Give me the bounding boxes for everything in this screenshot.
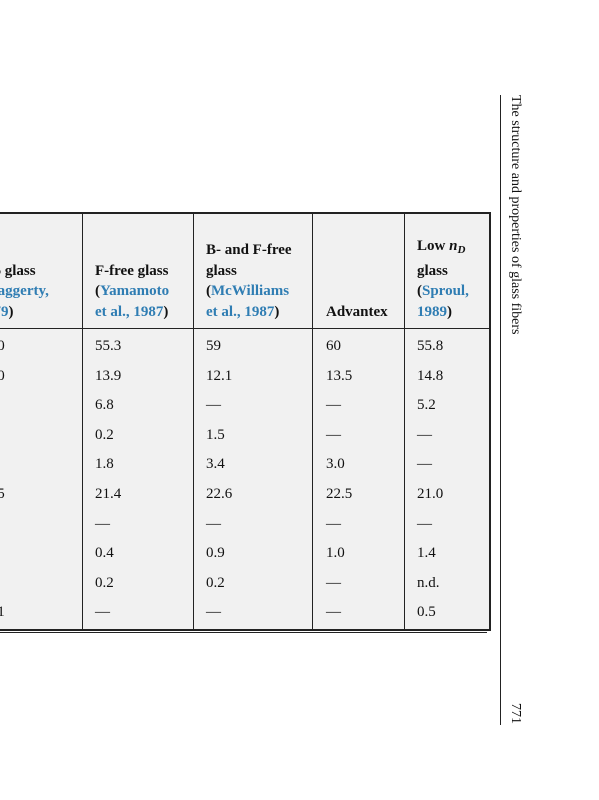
header-cell: B- and F-free glass (McWilliams et al., 198… bbox=[206, 240, 292, 322]
table-cell: 5.2 bbox=[417, 397, 436, 414]
citation-link[interactable]: et al., 1987 bbox=[95, 303, 164, 320]
table-cell: — bbox=[326, 515, 341, 532]
table-cell: — bbox=[326, 397, 341, 414]
table: 16 glassHaggerty,979)F-free glass(Yamamo… bbox=[0, 212, 491, 631]
header-line: Haggerty, bbox=[0, 281, 49, 302]
table-cell: 6.8 bbox=[95, 397, 114, 414]
header-line: glass bbox=[417, 261, 469, 282]
table-cell: 55.8 bbox=[417, 338, 444, 354]
header-text: glass bbox=[206, 262, 237, 279]
column-rule bbox=[193, 214, 194, 629]
header-text: glass bbox=[417, 262, 448, 279]
header-line: et al., 1987) bbox=[95, 302, 169, 323]
table-cell: 0.2 bbox=[95, 426, 114, 443]
header-text: ) bbox=[274, 303, 280, 320]
header-text: B- and F-free bbox=[206, 242, 292, 258]
header-line: Low nD bbox=[417, 236, 469, 261]
table-cell: n.d. bbox=[417, 574, 440, 591]
header-cell: Low nD glass (Sproul, 1989) bbox=[417, 236, 469, 322]
citation-link[interactable]: et al., 1987 bbox=[206, 303, 275, 320]
header-line: Advantex bbox=[326, 302, 388, 323]
table-cell: 3.4 bbox=[206, 456, 225, 473]
header-text: Low bbox=[417, 238, 450, 254]
header-line: 1989) bbox=[417, 302, 469, 323]
table-cell: — bbox=[417, 515, 432, 532]
table-cell: 0.9 bbox=[206, 545, 225, 562]
column-rule bbox=[404, 214, 405, 629]
running-head: The structure and properties of glass fi… bbox=[508, 95, 523, 335]
table-cell: 13.5 bbox=[326, 367, 353, 384]
table-cell: 21.4 bbox=[95, 486, 122, 502]
table-cell: 0.2 bbox=[206, 574, 225, 591]
table-cell: 1.0 bbox=[0, 367, 5, 384]
header-text: Advantex bbox=[326, 303, 388, 320]
table-cell: 22.5 bbox=[326, 486, 353, 502]
column-rule bbox=[312, 214, 313, 629]
table-cell: — bbox=[326, 604, 341, 621]
table-cell: — bbox=[206, 515, 221, 532]
margin-rule bbox=[500, 95, 501, 725]
header-text: ) bbox=[163, 303, 169, 320]
header-cell: Advantex bbox=[326, 302, 388, 323]
table-cell: 8.0 bbox=[0, 338, 5, 354]
citation-link[interactable]: 979 bbox=[0, 303, 9, 320]
table-cell: 1.8 bbox=[95, 456, 114, 473]
citation-link[interactable]: 1989 bbox=[417, 303, 447, 320]
header-text: ( bbox=[417, 283, 422, 299]
table-foot-rule bbox=[0, 632, 487, 633]
table-cell: 59 bbox=[206, 338, 221, 354]
table-cell: 1.4 bbox=[417, 545, 436, 562]
header-text: ( bbox=[95, 283, 100, 299]
table-cell: 55.3 bbox=[95, 338, 122, 354]
header-text: 16 glass bbox=[0, 262, 36, 279]
table-cell: — bbox=[95, 515, 110, 532]
header-line: F-free glass bbox=[95, 261, 169, 282]
citation-link[interactable]: Sproul, bbox=[422, 283, 469, 299]
citation-link[interactable]: Haggerty, bbox=[0, 283, 49, 299]
table-cell: 60 bbox=[326, 338, 341, 354]
column-rule bbox=[82, 214, 83, 629]
header-rule bbox=[0, 328, 489, 329]
header-line: (Yamamoto bbox=[95, 281, 169, 302]
header-line: 16 glass bbox=[0, 261, 49, 282]
table-cell: 0.4 bbox=[95, 545, 114, 562]
page-number: 771 bbox=[508, 703, 523, 724]
header-line: et al., 1987) bbox=[206, 302, 292, 323]
table-cell: 1.0 bbox=[326, 545, 345, 562]
header-text: ) bbox=[8, 303, 14, 320]
header-line: 979) bbox=[0, 302, 49, 323]
header-cell: F-free glass (Yamamoto et al., 1987) bbox=[95, 261, 169, 323]
header-cell: 16 glass Haggerty, 979) bbox=[0, 261, 49, 323]
table-cell: — bbox=[206, 397, 221, 414]
header-text: ( bbox=[206, 283, 211, 299]
table-cell: 21.0 bbox=[417, 486, 444, 502]
header-line: (Sproul, bbox=[417, 281, 469, 302]
table-cell: 3.0 bbox=[326, 456, 345, 473]
table-cell: — bbox=[326, 426, 341, 443]
header-text: F-free glass bbox=[95, 262, 169, 279]
table-cell: — bbox=[95, 604, 110, 621]
table-cell: 2.5 bbox=[0, 486, 5, 502]
header-line: glass bbox=[206, 261, 292, 282]
table-cell: 0.5 bbox=[417, 604, 436, 621]
table-cell: 12.1 bbox=[206, 367, 233, 384]
header-text: n bbox=[449, 238, 458, 254]
header-text: ) bbox=[447, 303, 452, 320]
table-cell: 22.6 bbox=[206, 486, 233, 502]
table-cell: — bbox=[326, 574, 341, 591]
header-line: (McWilliams bbox=[206, 281, 292, 302]
table-cell: 0.2 bbox=[95, 574, 114, 591]
table-cell: 1.5 bbox=[206, 426, 225, 443]
table-cell: — bbox=[206, 604, 221, 621]
table-cell: 14.8 bbox=[417, 367, 444, 384]
header-text: D bbox=[457, 244, 466, 256]
citation-link[interactable]: McWilliams bbox=[211, 283, 290, 299]
table-cell: — bbox=[417, 456, 432, 473]
table-cell: — bbox=[417, 426, 432, 443]
citation-link[interactable]: Yamamoto bbox=[100, 283, 170, 299]
table-cell: 13.9 bbox=[95, 367, 122, 384]
table-cell: .01 bbox=[0, 604, 5, 621]
header-line: B- and F-free bbox=[206, 240, 292, 261]
